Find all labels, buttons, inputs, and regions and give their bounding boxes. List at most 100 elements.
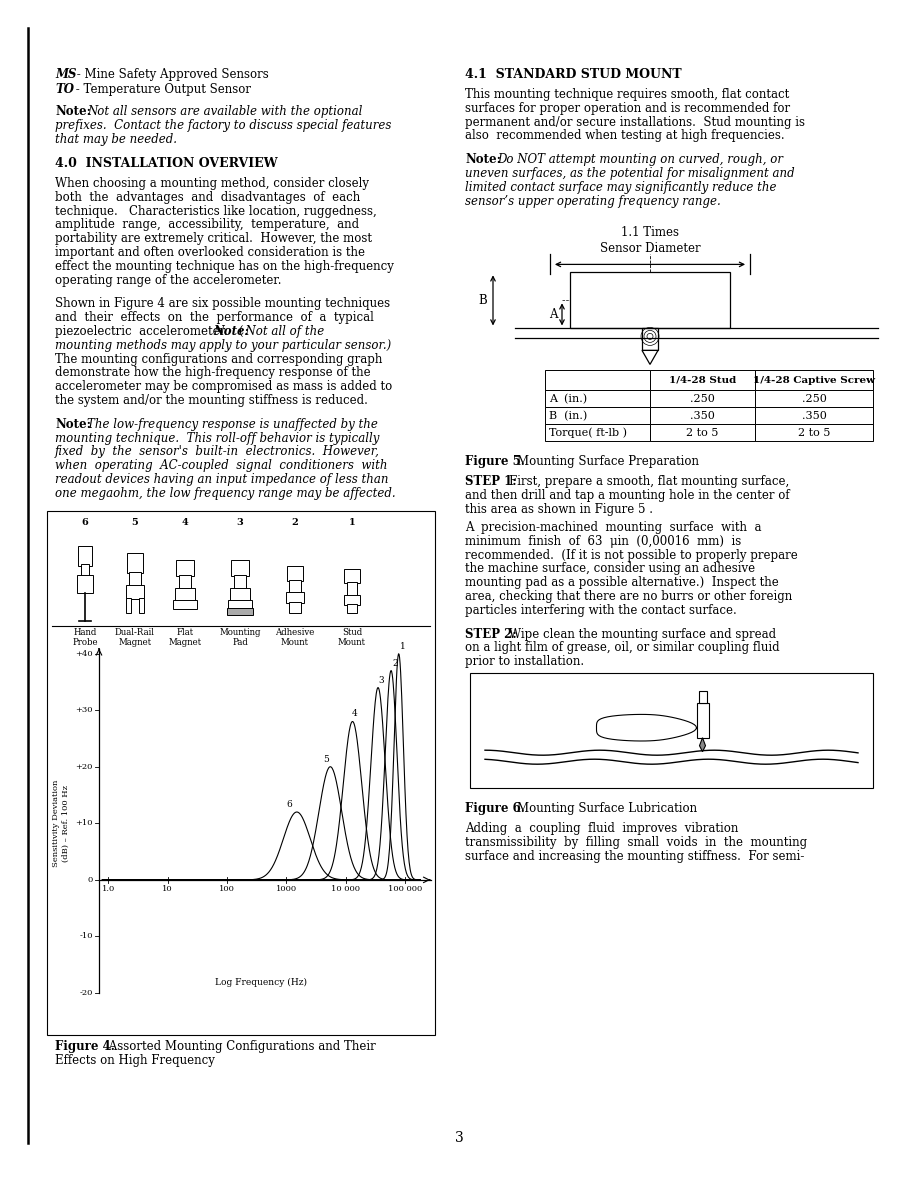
Text: Not all of the: Not all of the	[238, 325, 324, 338]
Text: TO: TO	[55, 83, 74, 96]
Bar	[650, 390, 755, 407]
Text: First, prepare a smooth, flat mounting surface,: First, prepare a smooth, flat mounting s…	[509, 476, 789, 489]
Text: Stud
Mount: Stud Mount	[338, 628, 366, 647]
Text: Note:: Note:	[465, 154, 501, 166]
Text: Figure 4.: Figure 4.	[55, 1040, 115, 1053]
Text: Shown in Figure 4 are six possible mounting techniques: Shown in Figure 4 are six possible mount…	[55, 297, 390, 310]
Text: 4: 4	[182, 518, 188, 526]
Text: demonstrate how the high-frequency response of the: demonstrate how the high-frequency respo…	[55, 367, 371, 380]
Bar	[176, 560, 194, 576]
Bar	[650, 425, 755, 441]
Text: on a light film of grease, oil, or similar coupling fluid: on a light film of grease, oil, or simil…	[465, 641, 779, 654]
Text: +30: +30	[75, 706, 93, 715]
Text: operating range of the accelerometer.: operating range of the accelerometer.	[55, 273, 282, 286]
Text: prefixes.  Contact the factory to discuss special features: prefixes. Contact the factory to discuss…	[55, 119, 391, 132]
Text: Note:: Note:	[55, 418, 91, 431]
Text: minimum  finish  of  63  μin  (0,00016  mm)  is: minimum finish of 63 μin (0,00016 mm) is	[465, 535, 741, 548]
Bar	[570, 272, 730, 329]
Bar	[129, 571, 141, 586]
Text: B  (in.): B (in.)	[549, 411, 588, 421]
Text: mounting methods may apply to your particular sensor.): mounting methods may apply to your parti…	[55, 338, 391, 351]
Text: Adding  a  coupling  fluid  improves  vibration: Adding a coupling fluid improves vibrati…	[465, 822, 738, 835]
Text: This mounting technique requires smooth, flat contact: This mounting technique requires smooth,…	[465, 88, 789, 101]
Text: MS: MS	[55, 67, 76, 80]
Text: -20: -20	[80, 989, 93, 997]
Text: limited contact surface may significantly reduce the: limited contact surface may significantl…	[465, 181, 777, 194]
Bar	[231, 560, 249, 576]
Text: 6: 6	[285, 800, 292, 809]
Text: The low-frequency response is unaffected by the: The low-frequency response is unaffected…	[87, 418, 378, 431]
Text: piezoelectric  accelerometer.   (: piezoelectric accelerometer. (	[55, 325, 243, 338]
Bar	[699, 691, 707, 703]
Bar	[347, 603, 357, 613]
Bar	[227, 608, 253, 615]
Bar	[697, 703, 709, 738]
Polygon shape	[700, 738, 706, 751]
Text: that may be needed.: that may be needed.	[55, 132, 177, 146]
Text: Do NOT attempt mounting on curved, rough, or: Do NOT attempt mounting on curved, rough…	[497, 154, 783, 166]
Polygon shape	[642, 350, 658, 364]
Text: accelerometer may be compromised as mass is added to: accelerometer may be compromised as mass…	[55, 380, 392, 393]
Text: and then drill and tap a mounting hole in the center of: and then drill and tap a mounting hole i…	[465, 490, 789, 503]
Text: STEP 1:: STEP 1:	[465, 476, 517, 489]
Bar	[78, 545, 92, 565]
Text: area, checking that there are no burrs or other foreign: area, checking that there are no burrs o…	[465, 590, 792, 603]
Text: .350: .350	[690, 411, 715, 421]
Text: 2: 2	[392, 659, 397, 667]
Text: surface and increasing the mounting stiffness.  For semi-: surface and increasing the mounting stif…	[465, 849, 804, 862]
Text: Note:: Note:	[55, 105, 91, 118]
Text: prior to installation.: prior to installation.	[465, 655, 584, 668]
Text: fixed  by  the  sensor's  built-in  electronics.  However,: fixed by the sensor's built-in electroni…	[55, 446, 380, 458]
Text: also  recommended when testing at high frequencies.: also recommended when testing at high fr…	[465, 129, 785, 142]
Text: the system and/or the mounting stiffness is reduced.: the system and/or the mounting stiffness…	[55, 394, 368, 407]
Text: - Mine Safety Approved Sensors: - Mine Safety Approved Sensors	[73, 67, 269, 80]
Text: Flat
Magnet: Flat Magnet	[168, 628, 202, 647]
Text: 3: 3	[378, 675, 384, 685]
Text: transmissibility  by  filling  small  voids  in  the  mounting: transmissibility by filling small voids …	[465, 836, 807, 849]
Bar	[545, 370, 650, 390]
Text: Dual-Rail
Magnet: Dual-Rail Magnet	[115, 628, 155, 647]
Bar	[228, 600, 252, 608]
Text: 1: 1	[400, 641, 406, 651]
Text: A  precision-machined  mounting  surface  with  a: A precision-machined mounting surface wi…	[465, 521, 762, 534]
Text: important and often overlooked consideration is the: important and often overlooked considera…	[55, 246, 365, 259]
Bar	[173, 600, 197, 608]
Text: 1/4-28 Stud: 1/4-28 Stud	[669, 376, 736, 384]
Text: 3: 3	[454, 1131, 464, 1145]
Text: 1.1 Times: 1.1 Times	[621, 226, 679, 239]
Text: STEP 2:: STEP 2:	[465, 628, 517, 641]
Text: both  the  advantages  and  disadvantages  of  each: both the advantages and disadvantages of…	[55, 190, 360, 203]
Text: technique.   Characteristics like location, ruggedness,: technique. Characteristics like location…	[55, 205, 376, 218]
Text: 4.0  INSTALLATION OVERVIEW: 4.0 INSTALLATION OVERVIEW	[55, 157, 277, 170]
Text: the machine surface, consider using an adhesive: the machine surface, consider using an a…	[465, 562, 756, 575]
Text: -10: -10	[80, 932, 93, 940]
Bar	[287, 565, 303, 581]
Text: uneven surfaces, as the potential for misalignment and: uneven surfaces, as the potential for mi…	[465, 167, 795, 180]
Text: .250: .250	[801, 394, 826, 403]
Text: 1000: 1000	[275, 885, 297, 893]
Text: 2: 2	[292, 518, 298, 526]
Bar	[234, 575, 246, 589]
Bar	[545, 407, 650, 425]
Text: mounting pad as a possible alternative.)  Inspect the: mounting pad as a possible alternative.)…	[465, 576, 778, 589]
Text: 4.1  STANDARD STUD MOUNT: 4.1 STANDARD STUD MOUNT	[465, 67, 682, 80]
Bar	[139, 597, 144, 613]
Bar	[47, 511, 435, 1035]
Text: 10: 10	[162, 885, 173, 893]
Bar	[344, 595, 360, 605]
Bar	[179, 575, 191, 589]
Bar	[755, 407, 873, 425]
Bar	[347, 582, 357, 595]
Bar	[286, 592, 304, 602]
Text: 100 000: 100 000	[388, 885, 422, 893]
Text: .350: .350	[801, 411, 826, 421]
Bar	[81, 563, 89, 576]
Text: 0: 0	[88, 875, 93, 884]
Text: Hand
Probe: Hand Probe	[73, 628, 98, 647]
Text: 1: 1	[349, 518, 355, 526]
Bar	[126, 584, 144, 599]
Text: 2 to 5: 2 to 5	[798, 428, 830, 438]
Bar	[650, 370, 755, 390]
Bar	[755, 425, 873, 441]
Text: 100: 100	[219, 885, 235, 893]
